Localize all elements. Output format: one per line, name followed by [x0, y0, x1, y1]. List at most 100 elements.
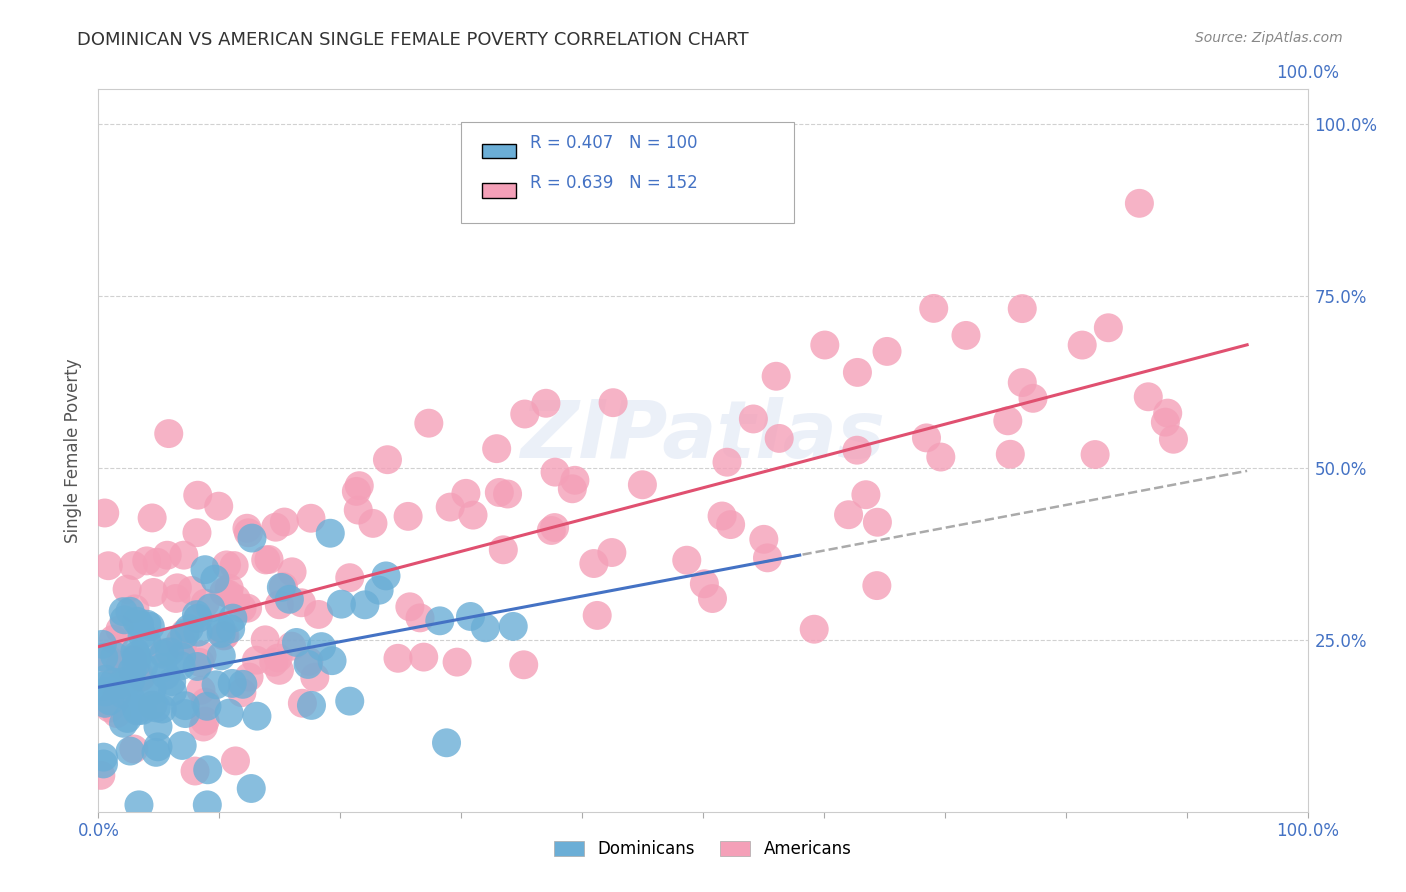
- Ellipse shape: [228, 594, 256, 623]
- Ellipse shape: [117, 666, 145, 695]
- Ellipse shape: [294, 647, 323, 676]
- Ellipse shape: [103, 699, 131, 728]
- Ellipse shape: [121, 644, 150, 673]
- Ellipse shape: [96, 686, 124, 715]
- Ellipse shape: [207, 641, 236, 670]
- Ellipse shape: [103, 683, 132, 712]
- Ellipse shape: [672, 546, 702, 574]
- Ellipse shape: [143, 712, 173, 741]
- Ellipse shape: [101, 681, 131, 710]
- Ellipse shape: [264, 591, 294, 619]
- Ellipse shape: [342, 477, 371, 506]
- Ellipse shape: [125, 610, 155, 639]
- Ellipse shape: [598, 538, 626, 567]
- Ellipse shape: [912, 424, 941, 452]
- Ellipse shape: [166, 651, 195, 681]
- Ellipse shape: [122, 694, 150, 723]
- Ellipse shape: [242, 646, 271, 674]
- Ellipse shape: [582, 601, 612, 630]
- Ellipse shape: [235, 663, 263, 691]
- Ellipse shape: [183, 652, 212, 681]
- Ellipse shape: [716, 510, 745, 539]
- Ellipse shape: [343, 496, 373, 524]
- FancyBboxPatch shape: [461, 121, 793, 223]
- Y-axis label: Single Female Poverty: Single Female Poverty: [65, 359, 83, 542]
- Ellipse shape: [287, 589, 316, 617]
- Ellipse shape: [364, 575, 394, 605]
- Ellipse shape: [233, 594, 262, 623]
- Ellipse shape: [172, 699, 200, 728]
- Ellipse shape: [183, 518, 211, 547]
- Ellipse shape: [128, 620, 156, 649]
- Ellipse shape: [405, 603, 434, 632]
- Ellipse shape: [252, 546, 280, 574]
- Ellipse shape: [301, 663, 329, 692]
- Text: R = 0.407   N = 100: R = 0.407 N = 100: [530, 135, 697, 153]
- Ellipse shape: [697, 584, 727, 613]
- Ellipse shape: [122, 607, 152, 636]
- Ellipse shape: [765, 424, 794, 453]
- Ellipse shape: [96, 694, 124, 723]
- Ellipse shape: [262, 513, 290, 541]
- Ellipse shape: [163, 574, 191, 602]
- Ellipse shape: [167, 642, 195, 671]
- Ellipse shape: [209, 577, 239, 607]
- Ellipse shape: [236, 774, 266, 803]
- Ellipse shape: [297, 691, 326, 720]
- Ellipse shape: [1094, 313, 1123, 343]
- Ellipse shape: [274, 585, 304, 614]
- Ellipse shape: [485, 478, 513, 507]
- Ellipse shape: [628, 470, 657, 500]
- Ellipse shape: [1153, 399, 1182, 427]
- Ellipse shape: [952, 321, 980, 350]
- Ellipse shape: [108, 680, 138, 709]
- Ellipse shape: [122, 644, 152, 673]
- Ellipse shape: [707, 501, 737, 531]
- Ellipse shape: [204, 491, 233, 521]
- Ellipse shape: [207, 619, 236, 648]
- Ellipse shape: [120, 734, 149, 764]
- Ellipse shape: [254, 545, 284, 574]
- Ellipse shape: [1018, 384, 1047, 413]
- Ellipse shape: [100, 667, 128, 697]
- Ellipse shape: [132, 547, 162, 575]
- FancyBboxPatch shape: [482, 184, 516, 198]
- Ellipse shape: [97, 691, 127, 721]
- Ellipse shape: [259, 648, 288, 677]
- Ellipse shape: [91, 665, 121, 694]
- Ellipse shape: [184, 604, 212, 632]
- Ellipse shape: [136, 612, 165, 641]
- Ellipse shape: [443, 648, 471, 676]
- Text: ZIPatlas: ZIPatlas: [520, 397, 886, 475]
- Ellipse shape: [1133, 383, 1163, 411]
- Ellipse shape: [200, 565, 229, 594]
- Ellipse shape: [125, 664, 155, 692]
- Ellipse shape: [122, 697, 152, 725]
- Ellipse shape: [188, 713, 218, 741]
- Ellipse shape: [920, 294, 948, 323]
- Ellipse shape: [844, 358, 872, 387]
- Ellipse shape: [316, 519, 344, 548]
- Ellipse shape: [335, 563, 364, 592]
- Ellipse shape: [142, 693, 170, 723]
- Ellipse shape: [155, 419, 183, 448]
- Ellipse shape: [193, 790, 222, 819]
- Ellipse shape: [217, 615, 245, 643]
- Ellipse shape: [350, 591, 380, 619]
- Ellipse shape: [132, 627, 162, 657]
- Ellipse shape: [499, 612, 527, 640]
- Ellipse shape: [834, 500, 863, 529]
- Ellipse shape: [458, 500, 488, 530]
- Ellipse shape: [138, 690, 167, 720]
- Ellipse shape: [540, 513, 569, 542]
- Ellipse shape: [283, 628, 311, 657]
- Ellipse shape: [183, 618, 212, 647]
- Ellipse shape: [267, 573, 295, 602]
- Ellipse shape: [232, 514, 262, 542]
- Ellipse shape: [138, 503, 167, 533]
- Ellipse shape: [852, 480, 880, 509]
- Ellipse shape: [98, 624, 128, 654]
- Ellipse shape: [94, 551, 122, 580]
- Ellipse shape: [1008, 294, 1036, 323]
- Ellipse shape: [90, 678, 120, 706]
